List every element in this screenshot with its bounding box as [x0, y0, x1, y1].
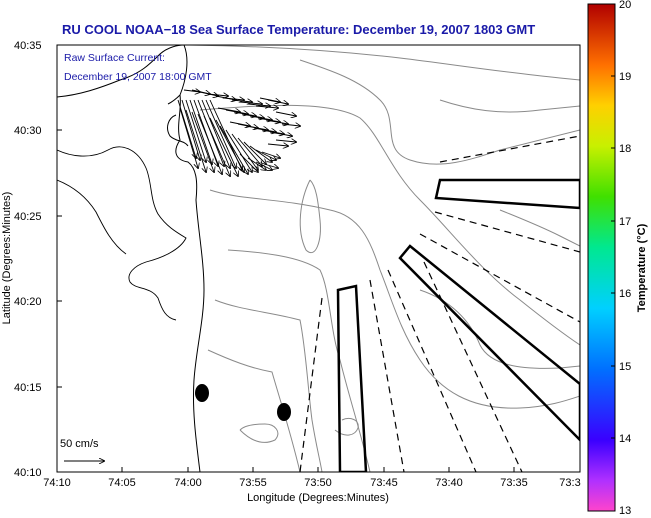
map-area	[57, 45, 580, 472]
colorbar-label: Temperature (°C)	[636, 223, 648, 312]
colorbar-tick-label: 18	[619, 143, 631, 155]
dashed-lines	[299, 135, 580, 472]
y-tick-labels: 40:35 40:30 40:25 40:20 40:15 40:10	[14, 40, 42, 479]
station-marker	[195, 384, 209, 402]
bathymetry-contours	[189, 45, 580, 472]
x-tick-label: 73:3	[559, 477, 580, 489]
y-tick-label: 40:20	[14, 296, 42, 308]
chart-title: RU COOL NOAA−18 Sea Surface Temperature:…	[62, 22, 535, 37]
colorbar-ticks	[611, 75, 615, 439]
y-tick-label: 40:30	[14, 125, 42, 137]
colorbar-tick-label: 20	[619, 0, 631, 11]
y-tick-label: 40:10	[14, 467, 42, 479]
y-axis-label: Latitude (Degrees:Minutes)	[1, 192, 13, 325]
axis-ticks	[56, 44, 581, 473]
colorbar-tick-label: 13	[619, 505, 631, 517]
x-tick-label: 74:10	[43, 477, 71, 489]
x-tick-label: 73:50	[304, 477, 332, 489]
current-vectors	[177, 90, 300, 176]
coastline-bay	[167, 45, 189, 147]
x-tick-label: 73:35	[500, 477, 528, 489]
coastline	[57, 45, 205, 472]
colorbar-tick-label: 15	[619, 361, 631, 373]
colorbar-tick-label: 14	[619, 433, 631, 445]
colorbar-tick-label: 19	[619, 71, 631, 83]
outlined-polygons	[336, 178, 580, 472]
y-tick-label: 40:15	[14, 382, 42, 394]
inset-line-2: December 19, 2007 18:00 GMT	[64, 71, 212, 83]
inset-line-1: Raw Surface Current:	[64, 52, 165, 64]
inland-channel	[57, 179, 127, 255]
colorbar-tick-labels: 20 19 18 17 16 15 14 13	[619, 0, 631, 517]
x-tick-label: 73:40	[435, 477, 463, 489]
x-tick-label: 73:55	[239, 477, 267, 489]
colorbar-tick-label: 17	[619, 216, 631, 228]
colorbar-tick-label: 16	[619, 288, 631, 300]
x-tick-label: 74:00	[174, 477, 202, 489]
scale-label: 50 cm/s	[60, 438, 99, 450]
colorbar	[587, 3, 616, 512]
x-tick-labels: 74:10 74:05 74:00 73:55 73:50 73:45 73:4…	[43, 477, 580, 489]
station-marker	[277, 403, 291, 421]
y-tick-label: 40:25	[14, 211, 42, 223]
y-tick-label: 40:35	[14, 40, 42, 52]
x-tick-label: 74:05	[108, 477, 136, 489]
x-tick-label: 73:45	[370, 477, 398, 489]
inland-waterway	[57, 146, 187, 321]
x-axis-label: Longitude (Degrees:Minutes)	[247, 492, 389, 504]
